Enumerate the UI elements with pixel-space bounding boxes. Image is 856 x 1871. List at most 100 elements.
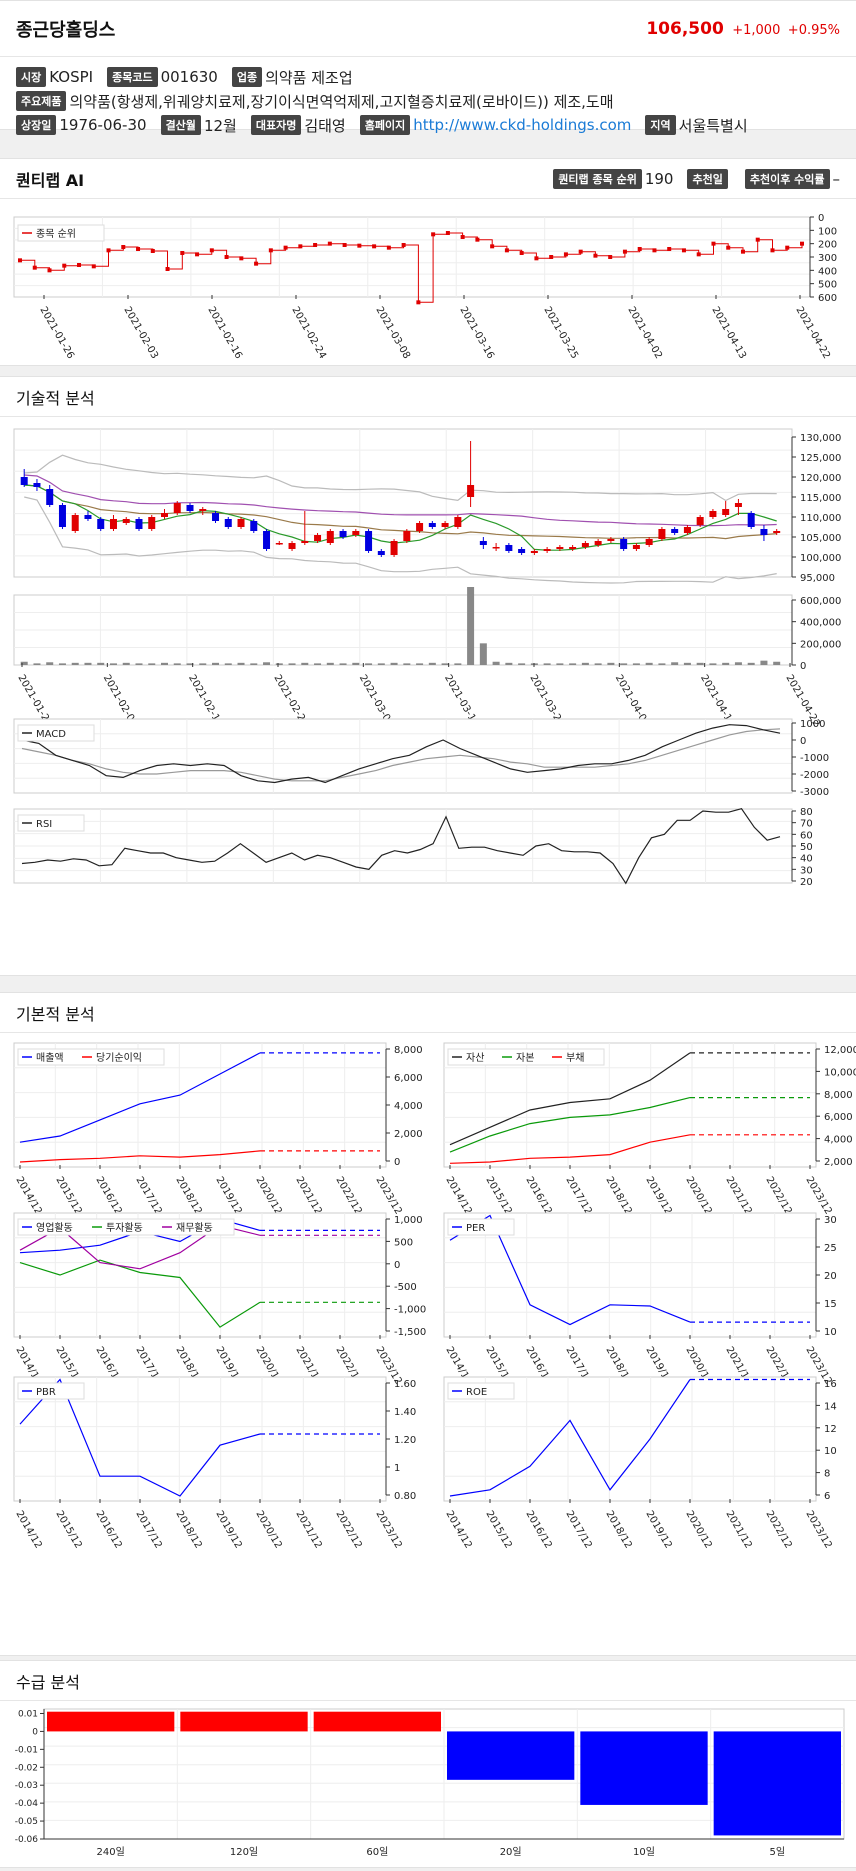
roe-series-line (449, 1379, 691, 1497)
volume-bar (505, 662, 513, 665)
rank-point (298, 244, 303, 249)
legend-box (17, 1218, 235, 1236)
cashflow-y-tick-label: 0 (394, 1260, 400, 1271)
sales-year-label: 2023/12 (373, 1175, 403, 1216)
volume-bar (645, 662, 653, 665)
rsi-y-tick-label: 30 (800, 865, 813, 876)
balance-series-line (449, 1097, 691, 1153)
candle-body (403, 531, 411, 541)
legend-label: 종목 순위 (36, 227, 76, 240)
sales-year-label: 2022/12 (333, 1175, 363, 1216)
legend-box (17, 224, 105, 242)
volume-bar (314, 663, 322, 665)
rank-point (711, 241, 716, 246)
volume-bar (199, 663, 207, 665)
rank-date-label: 2021-02-16 (205, 305, 244, 361)
candle-body (46, 489, 54, 505)
roe-y-tick-label: 6 (824, 1491, 830, 1502)
volume-bar (365, 663, 373, 665)
rank-point (785, 245, 790, 250)
sales-year-label: 2014/12 (13, 1175, 43, 1216)
rank-date-label: 2021-01-26 (37, 305, 76, 361)
rank-y-tick-label: 200 (818, 240, 837, 251)
supply-y-label: -0.06 (15, 1835, 39, 1845)
fiscal-tag: 결산월 (160, 115, 201, 135)
price-change-pct: +0.95% (787, 22, 840, 38)
rank-point (667, 247, 672, 251)
market-tag: 시장 (16, 67, 47, 87)
volume-bar (301, 662, 309, 665)
candle-body (135, 519, 143, 529)
bollinger-upper (24, 454, 777, 502)
sales-y-tick-label: 4,000 (394, 1101, 423, 1112)
balance-series-line (449, 1052, 691, 1146)
volume-bar (416, 663, 424, 665)
macd-signal-line (21, 728, 781, 782)
supply-panel: 수급 분석 0.01 0 -0.01 -0.02 -0.03 -0.04 -0.05 -0.0… (0, 1660, 856, 1868)
candle-body (530, 551, 538, 553)
sales-year-label: 2017/12 (133, 1175, 163, 1216)
rank-tag: 퀀티랩 종목 순위 (553, 168, 642, 189)
current-price: 106,500 (646, 18, 724, 39)
candle-body (709, 511, 717, 517)
candle-body (556, 547, 564, 549)
sales-series-line (19, 1150, 261, 1163)
supply-bar (180, 1711, 308, 1732)
candle-body (467, 485, 475, 497)
candle-body (20, 477, 28, 485)
candle-body (288, 543, 296, 549)
rank-point (637, 247, 642, 251)
volume-bar (377, 663, 385, 665)
rank-point (726, 245, 731, 250)
sales-y-tick-label: 2,000 (394, 1129, 423, 1140)
volume-bar (722, 662, 730, 665)
candle-body (275, 543, 283, 545)
rank-point (239, 256, 244, 261)
price-y-tick-label: 120,000 (800, 473, 841, 484)
rank-point (445, 231, 450, 235)
rank-point (91, 264, 96, 269)
info-row-2: 주요제품 의약품(항생제,위궤양치료제,장기이식면역억제제,고지혈증치료제(로바… (0, 89, 856, 113)
supply-bar (713, 1731, 841, 1836)
rank-point (77, 263, 82, 267)
homepage-link[interactable]: http://www.ckd-holdings.com (413, 116, 632, 134)
legend-box (447, 1382, 515, 1400)
supply-category-label: 60일 (366, 1846, 388, 1858)
candle-body (109, 519, 117, 529)
rank-point (32, 265, 37, 270)
sales-year-label: 2020/12 (253, 1175, 283, 1216)
ceo-tag: 대표자명 (250, 115, 302, 135)
rank-y-tick-label: 400 (818, 266, 837, 277)
macd-y-tick-label: -3000 (800, 787, 829, 798)
rsi-y-tick-label: 70 (800, 819, 813, 830)
ceo-value: 김태영 (304, 116, 346, 135)
candle-body (263, 531, 271, 549)
volume-bar (263, 662, 271, 665)
sales-year-label: 2016/12 (93, 1175, 123, 1216)
fundamental-title: 기본적 분석 (16, 1004, 95, 1024)
rank-point (475, 237, 480, 242)
supply-y-label: -0.04 (15, 1799, 39, 1809)
roe-y-tick-label: 16 (824, 1379, 837, 1390)
volume-bar (773, 661, 781, 665)
info-row-1: 시장 KOSPI 종목코드 001630 업종 의약품 제조업 (0, 65, 856, 89)
rank-point (431, 232, 436, 237)
legend-label: PBR (36, 1387, 56, 1398)
volume-bar (543, 663, 551, 665)
rank-date-label: 2021-04-22 (793, 305, 832, 361)
price-y-tick-label: 110,000 (800, 513, 841, 524)
volume-bar (339, 663, 347, 665)
candle-body (301, 541, 309, 543)
rank-point (342, 243, 347, 247)
balance-year-label: 2019/12 (643, 1175, 673, 1216)
volume-bar (186, 663, 194, 665)
supply-y-label: -0.01 (15, 1745, 38, 1755)
rsi-y-tick-label: 80 (800, 807, 813, 818)
listed-tag: 상장일 (16, 115, 57, 135)
pbr-year-label: 2017/12 (133, 1509, 163, 1550)
roe-year-label: 2015/12 (483, 1509, 513, 1550)
rec-date-tag: 추천일 (687, 168, 728, 189)
rank-point (578, 249, 583, 254)
pbr-year-label: 2019/12 (213, 1509, 243, 1550)
rank-y-tick-label: 300 (818, 253, 837, 264)
